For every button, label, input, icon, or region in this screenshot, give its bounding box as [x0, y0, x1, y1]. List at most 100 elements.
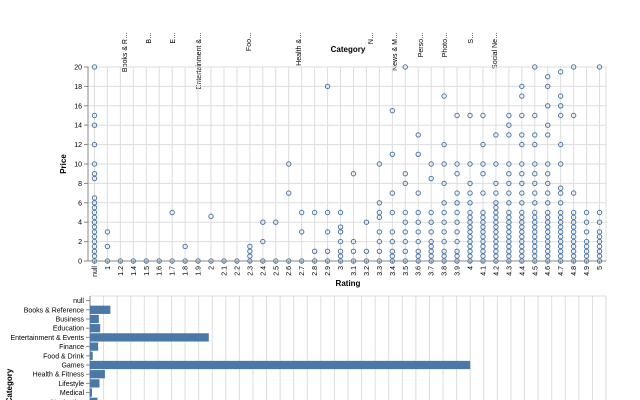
- scatter-point: [480, 209, 486, 216]
- scatter-point: [389, 209, 396, 216]
- scatter-point: [532, 64, 538, 70]
- scatter-point: [454, 171, 460, 177]
- scatter-gridlines: [87, 66, 607, 262]
- scatter-point: [532, 171, 538, 177]
- scatter-point: [532, 141, 538, 148]
- scatter-point: [557, 69, 564, 75]
- scatter-y-tick-label: 14: [74, 123, 82, 130]
- scatter-point: [519, 171, 525, 177]
- scatter-point: [545, 103, 551, 109]
- scatter-point: [596, 209, 603, 216]
- scatter-point: [428, 209, 434, 216]
- scatter-point: [532, 200, 538, 206]
- scatter-point: [532, 190, 538, 196]
- scatter-x-tick-label: 4.5: [532, 266, 539, 276]
- scatter-point: [532, 132, 538, 138]
- bar-category-label: Lifestyle: [58, 381, 84, 388]
- scatter-x-tick-label: 1: [105, 266, 112, 270]
- scatter-point: [454, 190, 460, 196]
- top-axis-tick-label: Photo…: [442, 32, 449, 57]
- scatter-point: [428, 238, 434, 245]
- scatter-x-tick-label: 3.1: [351, 266, 358, 276]
- bar: [90, 342, 99, 351]
- scatter-x-tick-label: 4.9: [584, 266, 591, 276]
- bar: [90, 397, 98, 400]
- scatter-point: [454, 229, 460, 235]
- scatter-point: [247, 243, 253, 250]
- scatter-point: [441, 161, 447, 167]
- scatter-point: [415, 132, 421, 138]
- scatter-x-tick-label: 1.9: [196, 266, 203, 276]
- scatter-x-tick-label: 3.8: [442, 266, 449, 276]
- scatter-point: [402, 180, 408, 187]
- scatter-x-tick-label: 2.7: [299, 266, 306, 276]
- bar-category-label: Food & Drink: [43, 353, 84, 360]
- scatter-point: [545, 74, 551, 80]
- scatter-point: [557, 112, 564, 119]
- scatter-point: [570, 112, 577, 119]
- scatter-point: [376, 200, 383, 206]
- scatter-x-tick-label: 2.1: [221, 266, 228, 276]
- scatter-point: [506, 209, 512, 216]
- scatter-point: [545, 190, 551, 196]
- scatter-y-tick-label: 4: [78, 220, 82, 227]
- scatter-point: [545, 161, 551, 167]
- scatter-point: [519, 112, 525, 119]
- scatter-x-tick-label: 1.6: [157, 266, 164, 276]
- scatter-point: [428, 219, 434, 225]
- scatter-x-tick-label: 2.5: [273, 266, 280, 276]
- bar-category-label: Education: [53, 326, 84, 333]
- scatter-point: [583, 229, 590, 235]
- scatter-x-tick-label: 3: [338, 266, 345, 270]
- scatter-x-tick-label: 2.3: [247, 266, 254, 276]
- scatter-point: [104, 229, 111, 235]
- bar: [90, 305, 111, 314]
- scatter-point: [428, 229, 434, 235]
- scatter-point: [415, 248, 421, 255]
- scatter-point: [402, 64, 408, 70]
- scatter-point: [467, 112, 473, 119]
- bar: [90, 314, 99, 324]
- scatter-point: [532, 180, 538, 187]
- scatter-y-tick-label: 10: [74, 162, 82, 169]
- scatter-point: [91, 171, 98, 177]
- scatter-point: [570, 64, 577, 70]
- scatter-point: [389, 248, 396, 255]
- scatter-x-tick-label: 3.6: [416, 266, 423, 276]
- bar-chart: null Books & Reference Business Education En…: [5, 295, 607, 400]
- scatter-point: [415, 190, 421, 196]
- scatter-y-title: Price: [59, 154, 68, 174]
- scatter-plot: 0 2 4 6 8 10 12 14 16 18 20 null 1 1.2 1.4 1.5 1.6 1.7 1.…: [59, 64, 607, 288]
- scatter-point: [415, 151, 421, 158]
- scatter-point: [493, 180, 499, 187]
- scatter-x-tick-label: 2.8: [312, 266, 319, 276]
- scatter-point: [441, 219, 447, 225]
- scatter-y-tick-label: 20: [74, 65, 82, 72]
- scatter-point: [506, 112, 512, 119]
- scatter-point: [532, 209, 538, 216]
- scatter-point: [376, 248, 383, 255]
- bar-category-label: Finance: [59, 344, 84, 351]
- scatter-point: [389, 238, 396, 245]
- scatter-point: [493, 161, 499, 167]
- scatter-point: [91, 64, 98, 70]
- scatter-point: [376, 209, 383, 216]
- bar-category-label: Books & Reference: [24, 307, 84, 314]
- scatter-point: [337, 248, 344, 255]
- scatter-point: [557, 161, 564, 167]
- scatter-point: [519, 180, 525, 187]
- scatter-point: [402, 248, 408, 255]
- scatter-point: [506, 132, 512, 138]
- bar-gridlines: [89, 295, 607, 400]
- scatter-y-tick-label: 6: [78, 200, 82, 207]
- scatter-point: [545, 200, 551, 206]
- scatter-x-tick-label: 2.9: [325, 266, 332, 276]
- scatter-point: [91, 112, 98, 119]
- scatter-x-tick-label: 4.8: [571, 266, 578, 276]
- scatter-x-tick-label: 4: [468, 266, 475, 270]
- scatter-point: [480, 141, 486, 148]
- scatter-point: [91, 141, 98, 148]
- scatter-x-tick-label: 4.2: [493, 266, 500, 276]
- top-category-axis: Books & R… B… E… Entertainment &… Foo… Health…: [122, 32, 499, 89]
- scatter-x-tick-label: 3.2: [364, 266, 371, 276]
